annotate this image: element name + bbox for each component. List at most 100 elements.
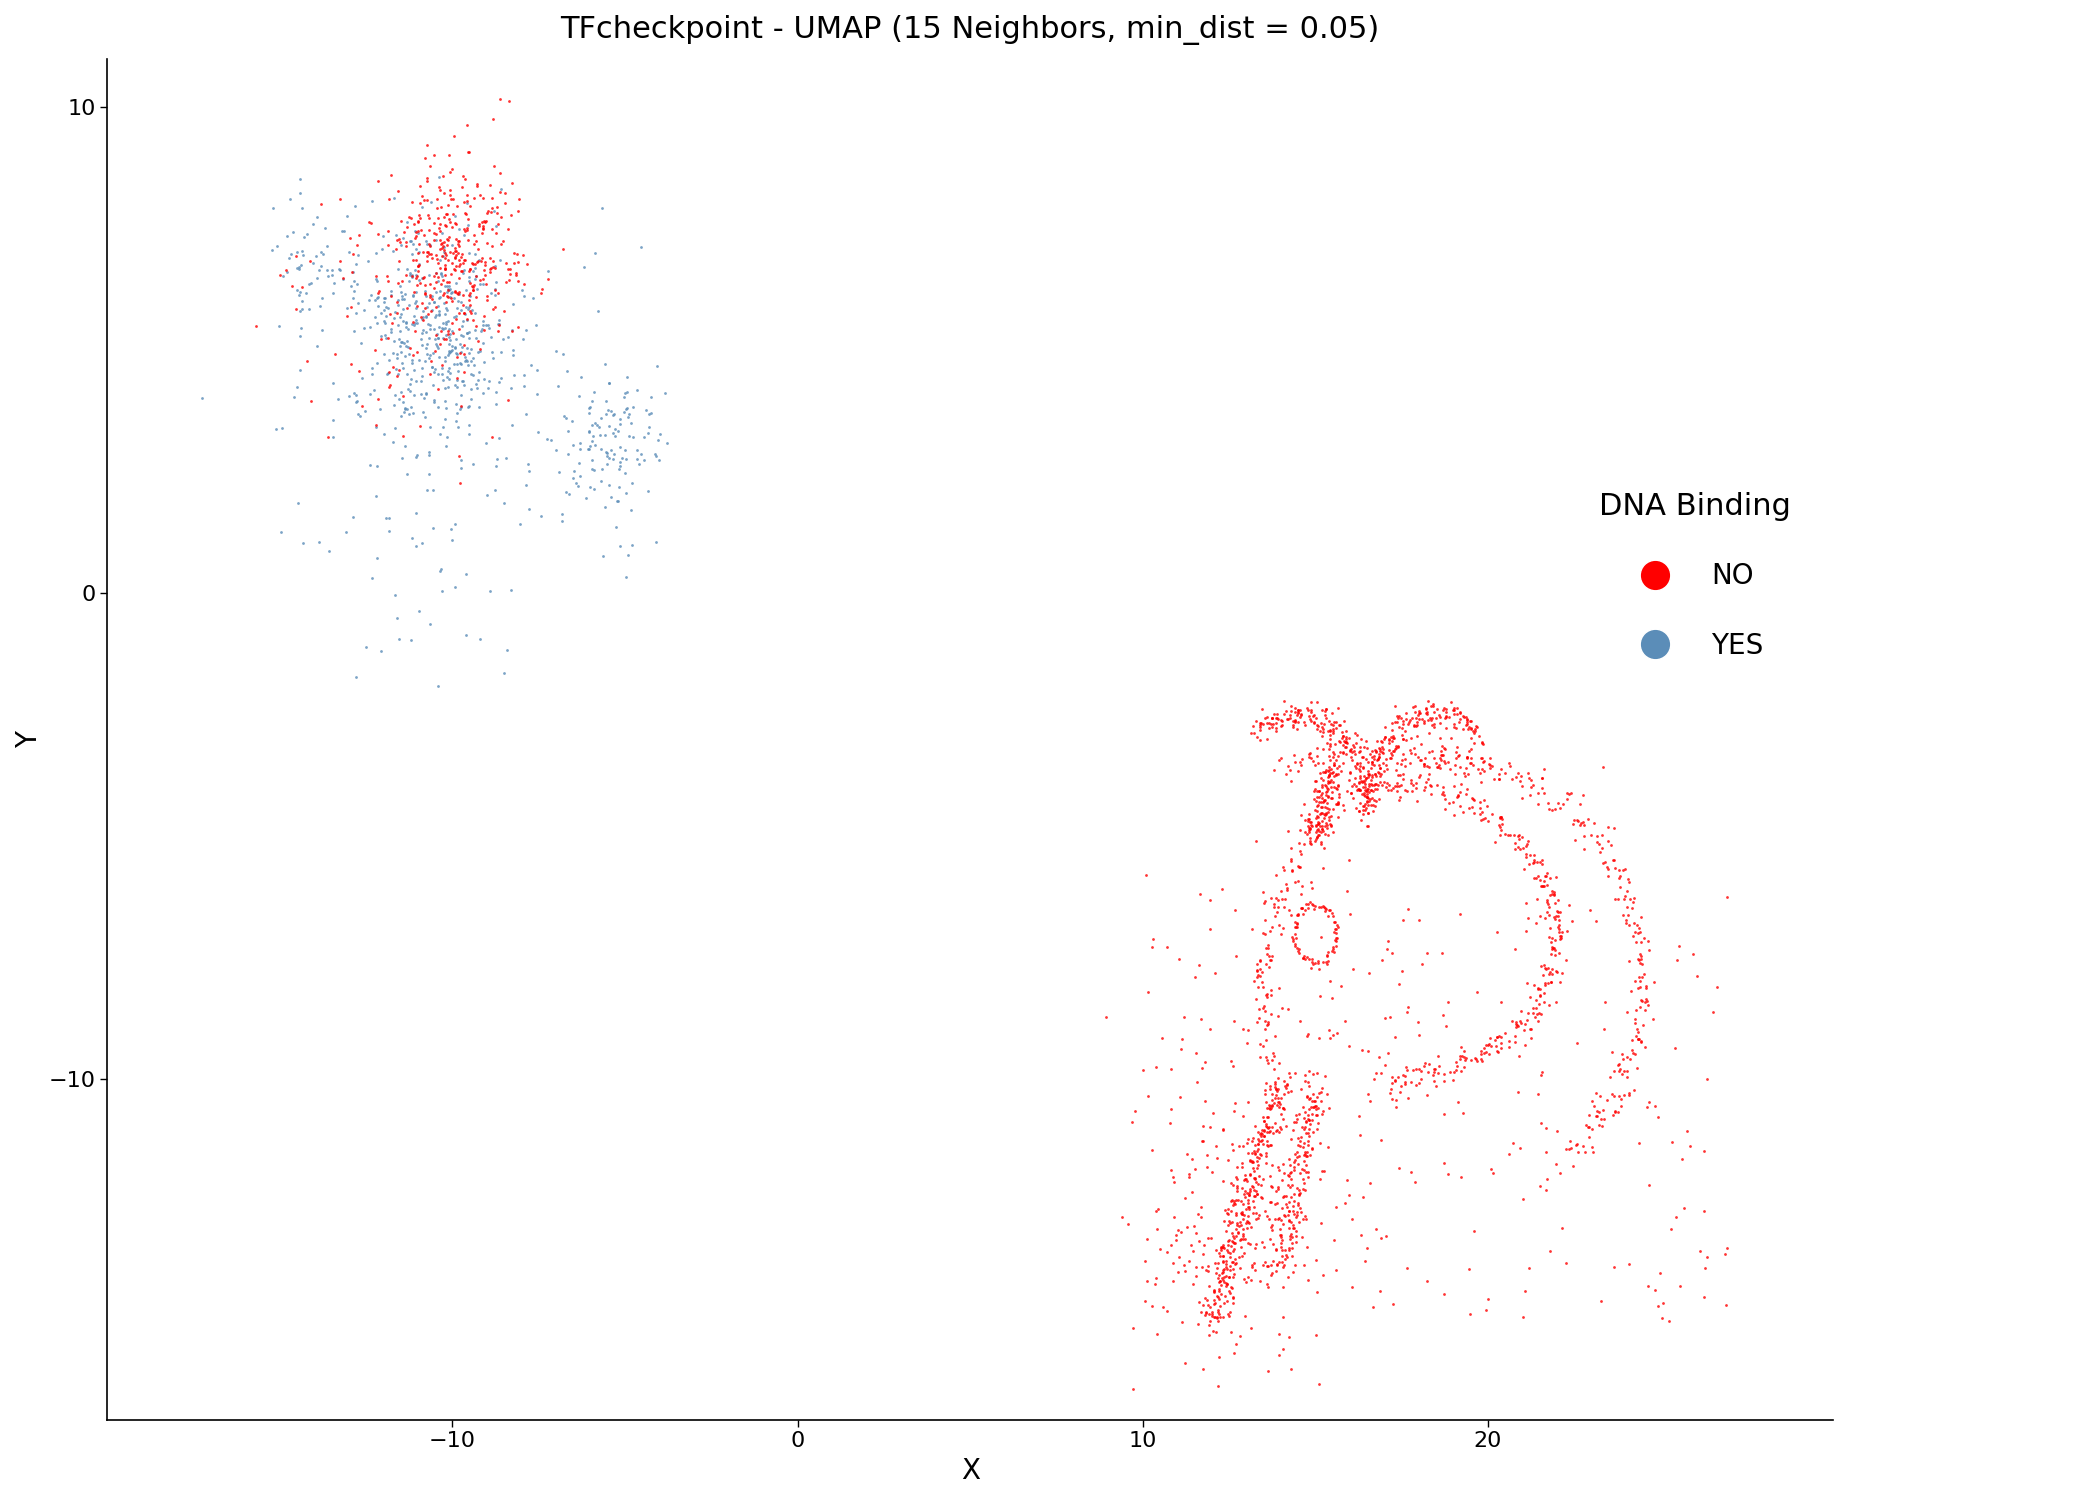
Point bbox=[1260, 708, 1294, 732]
Point bbox=[378, 582, 412, 606]
Point bbox=[1485, 804, 1518, 828]
Point bbox=[1090, 1005, 1124, 1029]
Point bbox=[1275, 1185, 1308, 1209]
Point bbox=[452, 213, 485, 237]
Point bbox=[435, 158, 468, 182]
Point bbox=[1235, 1256, 1268, 1280]
Point bbox=[294, 388, 328, 412]
Point bbox=[578, 433, 611, 457]
Point bbox=[1525, 766, 1558, 790]
Point bbox=[395, 366, 428, 390]
Point bbox=[1264, 879, 1298, 903]
Point bbox=[1348, 798, 1382, 822]
Point bbox=[428, 296, 462, 320]
Point bbox=[428, 252, 462, 276]
Point bbox=[1241, 963, 1275, 987]
Point bbox=[483, 180, 517, 204]
Point bbox=[439, 345, 472, 369]
Point bbox=[1376, 1071, 1409, 1095]
Point bbox=[1214, 1198, 1247, 1222]
Point bbox=[1222, 1245, 1256, 1269]
Point bbox=[1327, 750, 1361, 774]
Point bbox=[407, 296, 441, 320]
Point bbox=[1153, 1098, 1186, 1122]
Point bbox=[441, 195, 475, 219]
Point bbox=[491, 256, 525, 280]
Point bbox=[1380, 778, 1413, 802]
Point bbox=[1606, 888, 1640, 912]
Point bbox=[435, 286, 468, 310]
Point bbox=[1237, 1196, 1270, 1219]
Point bbox=[439, 336, 472, 360]
Point bbox=[1418, 1058, 1451, 1082]
Point bbox=[372, 326, 405, 350]
Point bbox=[420, 326, 454, 350]
Point bbox=[1466, 756, 1499, 780]
Point bbox=[1369, 1224, 1403, 1248]
Point bbox=[1132, 1084, 1166, 1108]
Point bbox=[1510, 762, 1544, 786]
Point bbox=[1260, 705, 1294, 729]
Point bbox=[368, 309, 401, 333]
Point bbox=[1210, 1220, 1243, 1244]
Point bbox=[1558, 828, 1592, 852]
Point bbox=[1466, 732, 1499, 756]
Point bbox=[1220, 1202, 1254, 1225]
Point bbox=[1270, 1203, 1304, 1227]
Point bbox=[458, 318, 491, 342]
Point bbox=[1306, 856, 1340, 880]
Point bbox=[449, 306, 483, 330]
Point bbox=[359, 416, 393, 440]
Point bbox=[1460, 1050, 1493, 1074]
Point bbox=[1359, 771, 1392, 795]
Point bbox=[1485, 812, 1518, 836]
Point bbox=[1222, 1228, 1256, 1252]
Point bbox=[1266, 1228, 1300, 1252]
Point bbox=[1533, 960, 1567, 984]
Point bbox=[1254, 1132, 1287, 1156]
Point bbox=[1138, 1272, 1172, 1296]
Point bbox=[1302, 896, 1336, 920]
Point bbox=[410, 279, 443, 303]
Point bbox=[1208, 1292, 1241, 1316]
Point bbox=[384, 230, 418, 254]
Point bbox=[386, 332, 420, 356]
Point bbox=[1623, 964, 1657, 988]
Point bbox=[1428, 696, 1462, 720]
Point bbox=[472, 316, 506, 340]
Point bbox=[1609, 884, 1642, 908]
Point bbox=[1401, 710, 1434, 734]
Point bbox=[1243, 712, 1277, 736]
Point bbox=[1260, 1238, 1294, 1262]
Point bbox=[1254, 1227, 1287, 1251]
Point bbox=[1346, 1038, 1380, 1062]
Point bbox=[1241, 1206, 1275, 1230]
Point bbox=[1342, 771, 1376, 795]
Point bbox=[1266, 916, 1300, 940]
Point bbox=[1380, 736, 1413, 760]
Point bbox=[1556, 812, 1590, 836]
Point bbox=[401, 254, 435, 278]
Point bbox=[315, 408, 349, 432]
Point bbox=[1323, 712, 1357, 736]
Point bbox=[548, 405, 582, 429]
Point bbox=[573, 474, 607, 498]
Point bbox=[239, 314, 273, 338]
Point bbox=[1201, 1286, 1235, 1310]
Point bbox=[445, 456, 479, 480]
Point bbox=[376, 238, 410, 262]
Point bbox=[441, 232, 475, 256]
Point bbox=[1319, 748, 1352, 772]
Point bbox=[592, 414, 626, 438]
Point bbox=[508, 284, 542, 308]
Point bbox=[452, 394, 485, 418]
Point bbox=[1172, 1162, 1205, 1186]
Point bbox=[428, 302, 462, 326]
Point bbox=[1224, 1155, 1258, 1179]
Point bbox=[1512, 830, 1546, 854]
Point bbox=[1166, 1036, 1199, 1060]
Point bbox=[1331, 849, 1365, 873]
Point bbox=[1539, 898, 1573, 922]
Point bbox=[1283, 750, 1317, 774]
Point bbox=[1386, 723, 1420, 747]
